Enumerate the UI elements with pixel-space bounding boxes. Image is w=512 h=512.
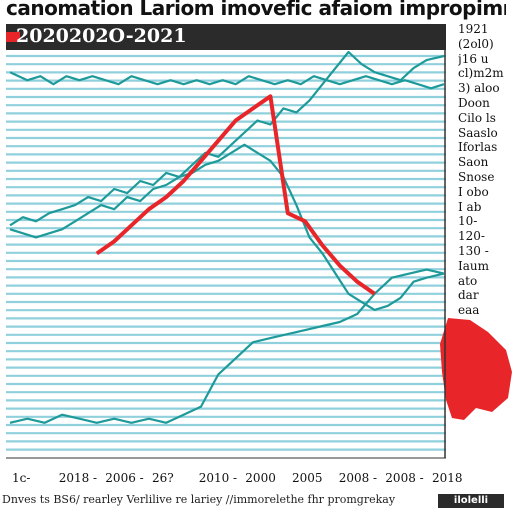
- x-tick-label: 2005: [292, 471, 323, 485]
- legend-item: Saaslo: [458, 125, 498, 140]
- x-tick-label: 1ᴄ-: [12, 471, 30, 485]
- legend-item: (2ol0): [458, 36, 494, 51]
- legend-item: 3) aloo: [458, 81, 500, 96]
- x-axis-ticks: 1ᴄ- 2018 - 2006 - 26? 2010 - 2000 2005 2008 - 20…: [12, 471, 463, 485]
- legend-item: Iforlas: [458, 140, 498, 155]
- legend-item: ato: [458, 273, 478, 288]
- banner-text: 2020202O-2021: [16, 25, 187, 47]
- series-line-5: [95, 94, 376, 296]
- gridlines: [6, 54, 446, 451]
- legend-item: Doon: [458, 95, 490, 110]
- series-line-2: [9, 50, 445, 227]
- red-blob: [440, 318, 512, 420]
- legend-item: 10-: [458, 214, 478, 229]
- series-line-4: [9, 268, 445, 424]
- x-tick-label: 2018 -: [59, 471, 97, 485]
- x-tick-label: 2008 -: [339, 471, 377, 485]
- x-tick-label: 2008 -: [385, 471, 423, 485]
- series-line-3: [9, 143, 445, 311]
- legend-item: Snose: [458, 169, 495, 184]
- legend-item: 1921: [458, 22, 489, 36]
- legend-item: 130 -: [458, 243, 489, 258]
- banner: 2020202O-2021: [6, 24, 446, 50]
- legend-item: I obo: [458, 184, 489, 199]
- legend: 1921 (2ol0) j16 u cl)m2m 3) aloo Doon Cilo ls S…: [458, 22, 510, 318]
- legend-item: 120-: [458, 229, 485, 244]
- x-tick-label: 26?: [152, 471, 174, 485]
- banner-accent: [6, 32, 20, 42]
- legend-item: Cilo ls: [458, 110, 496, 125]
- legend-item: Saon: [458, 155, 489, 170]
- legend-item: I ab: [458, 199, 482, 214]
- x-tick-label: 2010 -: [199, 471, 237, 485]
- series-group: [9, 50, 445, 424]
- footer-caption: Dnves ts BS6/ rearley Verlilive re larie…: [2, 493, 396, 506]
- legend-item: dar: [458, 288, 479, 303]
- legend-item: Iaum: [458, 258, 490, 273]
- series-line-1: [9, 71, 445, 90]
- chart-title: canomation Lariom imovefic afaiom improp…: [6, 0, 506, 20]
- legend-item: cl)m2m: [458, 66, 504, 81]
- legend-item: j16 u: [458, 51, 489, 66]
- legend-item: eaa: [458, 303, 480, 318]
- x-tick-label: 2006 -: [105, 471, 143, 485]
- footer-badge: ilolelli: [438, 494, 504, 508]
- x-tick-label: 2000: [245, 471, 276, 485]
- x-tick-label: 2018: [432, 471, 463, 485]
